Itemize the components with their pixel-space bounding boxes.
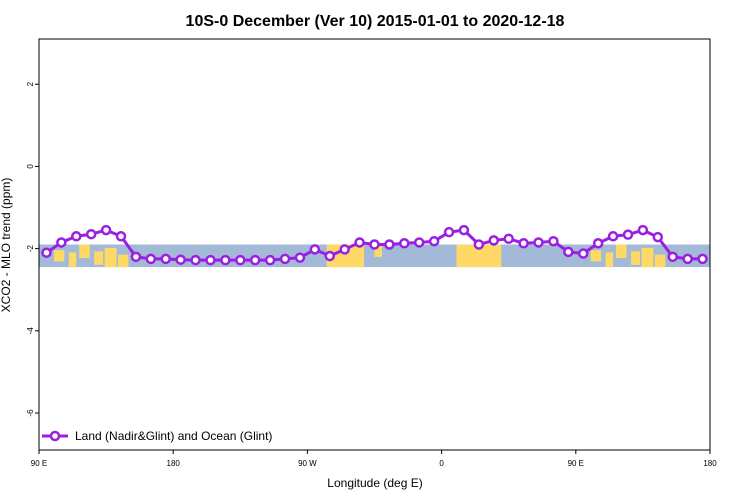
- data-point: [115, 231, 127, 242]
- y-tick-label: -2: [26, 245, 35, 253]
- legend: Land (Nadir&Glint) and Ocean (Glint): [42, 429, 272, 443]
- data-point: [503, 233, 514, 244]
- data-point: [339, 244, 350, 255]
- data-point: [622, 229, 634, 240]
- data-point: [518, 238, 529, 249]
- x-tick-label: 90 E: [568, 459, 584, 468]
- data-point: [458, 224, 470, 236]
- series-layer: [41, 224, 708, 266]
- data-point: [130, 251, 142, 263]
- data-point: [413, 237, 425, 248]
- x-tick-label: 0: [439, 459, 444, 468]
- data-point: [533, 237, 544, 248]
- data-point: [667, 251, 678, 263]
- y-tick-label: 0: [26, 164, 35, 169]
- data-point: [324, 250, 336, 262]
- legend-label: Land (Nadir&Glint) and Ocean (Glint): [75, 429, 272, 443]
- legend-marker: [49, 430, 61, 442]
- x-axis: 90 E 180 90 W 0 90 E 180: [31, 450, 717, 468]
- land-patch: [118, 254, 129, 268]
- data-point: [488, 235, 500, 246]
- data-point: [354, 237, 365, 248]
- data-point: [578, 248, 589, 259]
- land-patch: [605, 252, 614, 268]
- data-point: [145, 253, 157, 265]
- data-point: [249, 254, 261, 266]
- land-patch: [641, 247, 654, 268]
- data-point: [235, 254, 246, 266]
- x-axis-title: Longitude (deg E): [327, 476, 422, 490]
- data-point: [369, 239, 380, 250]
- data-point: [56, 237, 67, 248]
- plot-frame: [38, 38, 711, 451]
- data-point: [220, 254, 231, 266]
- data-point: [384, 239, 395, 250]
- x-tick-label: 90 W: [298, 459, 317, 468]
- data-point: [607, 231, 619, 242]
- land-patch: [630, 251, 640, 265]
- data-point: [548, 235, 559, 247]
- data-point: [100, 224, 112, 236]
- data-point: [264, 254, 276, 266]
- data-point: [190, 254, 201, 266]
- x-tick-label: 90 E: [31, 459, 47, 468]
- data-point: [160, 253, 171, 265]
- y-axis: 2 0 -2 -4 -6: [26, 81, 39, 417]
- data-point: [592, 238, 604, 249]
- land-patch: [79, 244, 90, 259]
- land-patch: [326, 244, 365, 268]
- data-point: [294, 252, 306, 263]
- data-point: [399, 238, 410, 249]
- data-point: [41, 247, 52, 258]
- data-point: [473, 239, 485, 250]
- data-point: [563, 246, 574, 258]
- data-point: [175, 254, 186, 265]
- y-axis-title: XCO2 - MLO trend (ppm): [0, 178, 13, 313]
- data-point: [697, 253, 708, 265]
- y-tick-label: -6: [26, 409, 35, 417]
- land-patch: [53, 250, 65, 262]
- y-tick-label: -4: [26, 327, 35, 335]
- data-point: [205, 254, 216, 266]
- data-point: [309, 244, 321, 255]
- land-patch: [68, 252, 77, 268]
- data-point: [279, 253, 291, 265]
- data-point: [443, 226, 455, 238]
- land-patch: [456, 244, 502, 268]
- data-point: [71, 231, 82, 242]
- land-patch: [94, 251, 104, 265]
- land-patch: [104, 247, 117, 268]
- x-tick-label: 180: [167, 459, 181, 468]
- data-point: [652, 231, 664, 243]
- land-patch: [590, 250, 602, 262]
- data-point: [637, 224, 649, 236]
- data-point: [428, 235, 440, 247]
- chart-title: 10S-0 December (Ver 10) 2015-01-01 to 20…: [186, 13, 565, 30]
- land-patch: [460, 244, 464, 268]
- land-patch: [616, 244, 627, 259]
- land-patch: [374, 244, 382, 257]
- land-patch: [654, 254, 666, 268]
- x-tick-label: 180: [703, 459, 717, 468]
- y-tick-label: 2: [26, 81, 35, 86]
- data-point: [682, 253, 693, 265]
- data-point: [85, 228, 97, 240]
